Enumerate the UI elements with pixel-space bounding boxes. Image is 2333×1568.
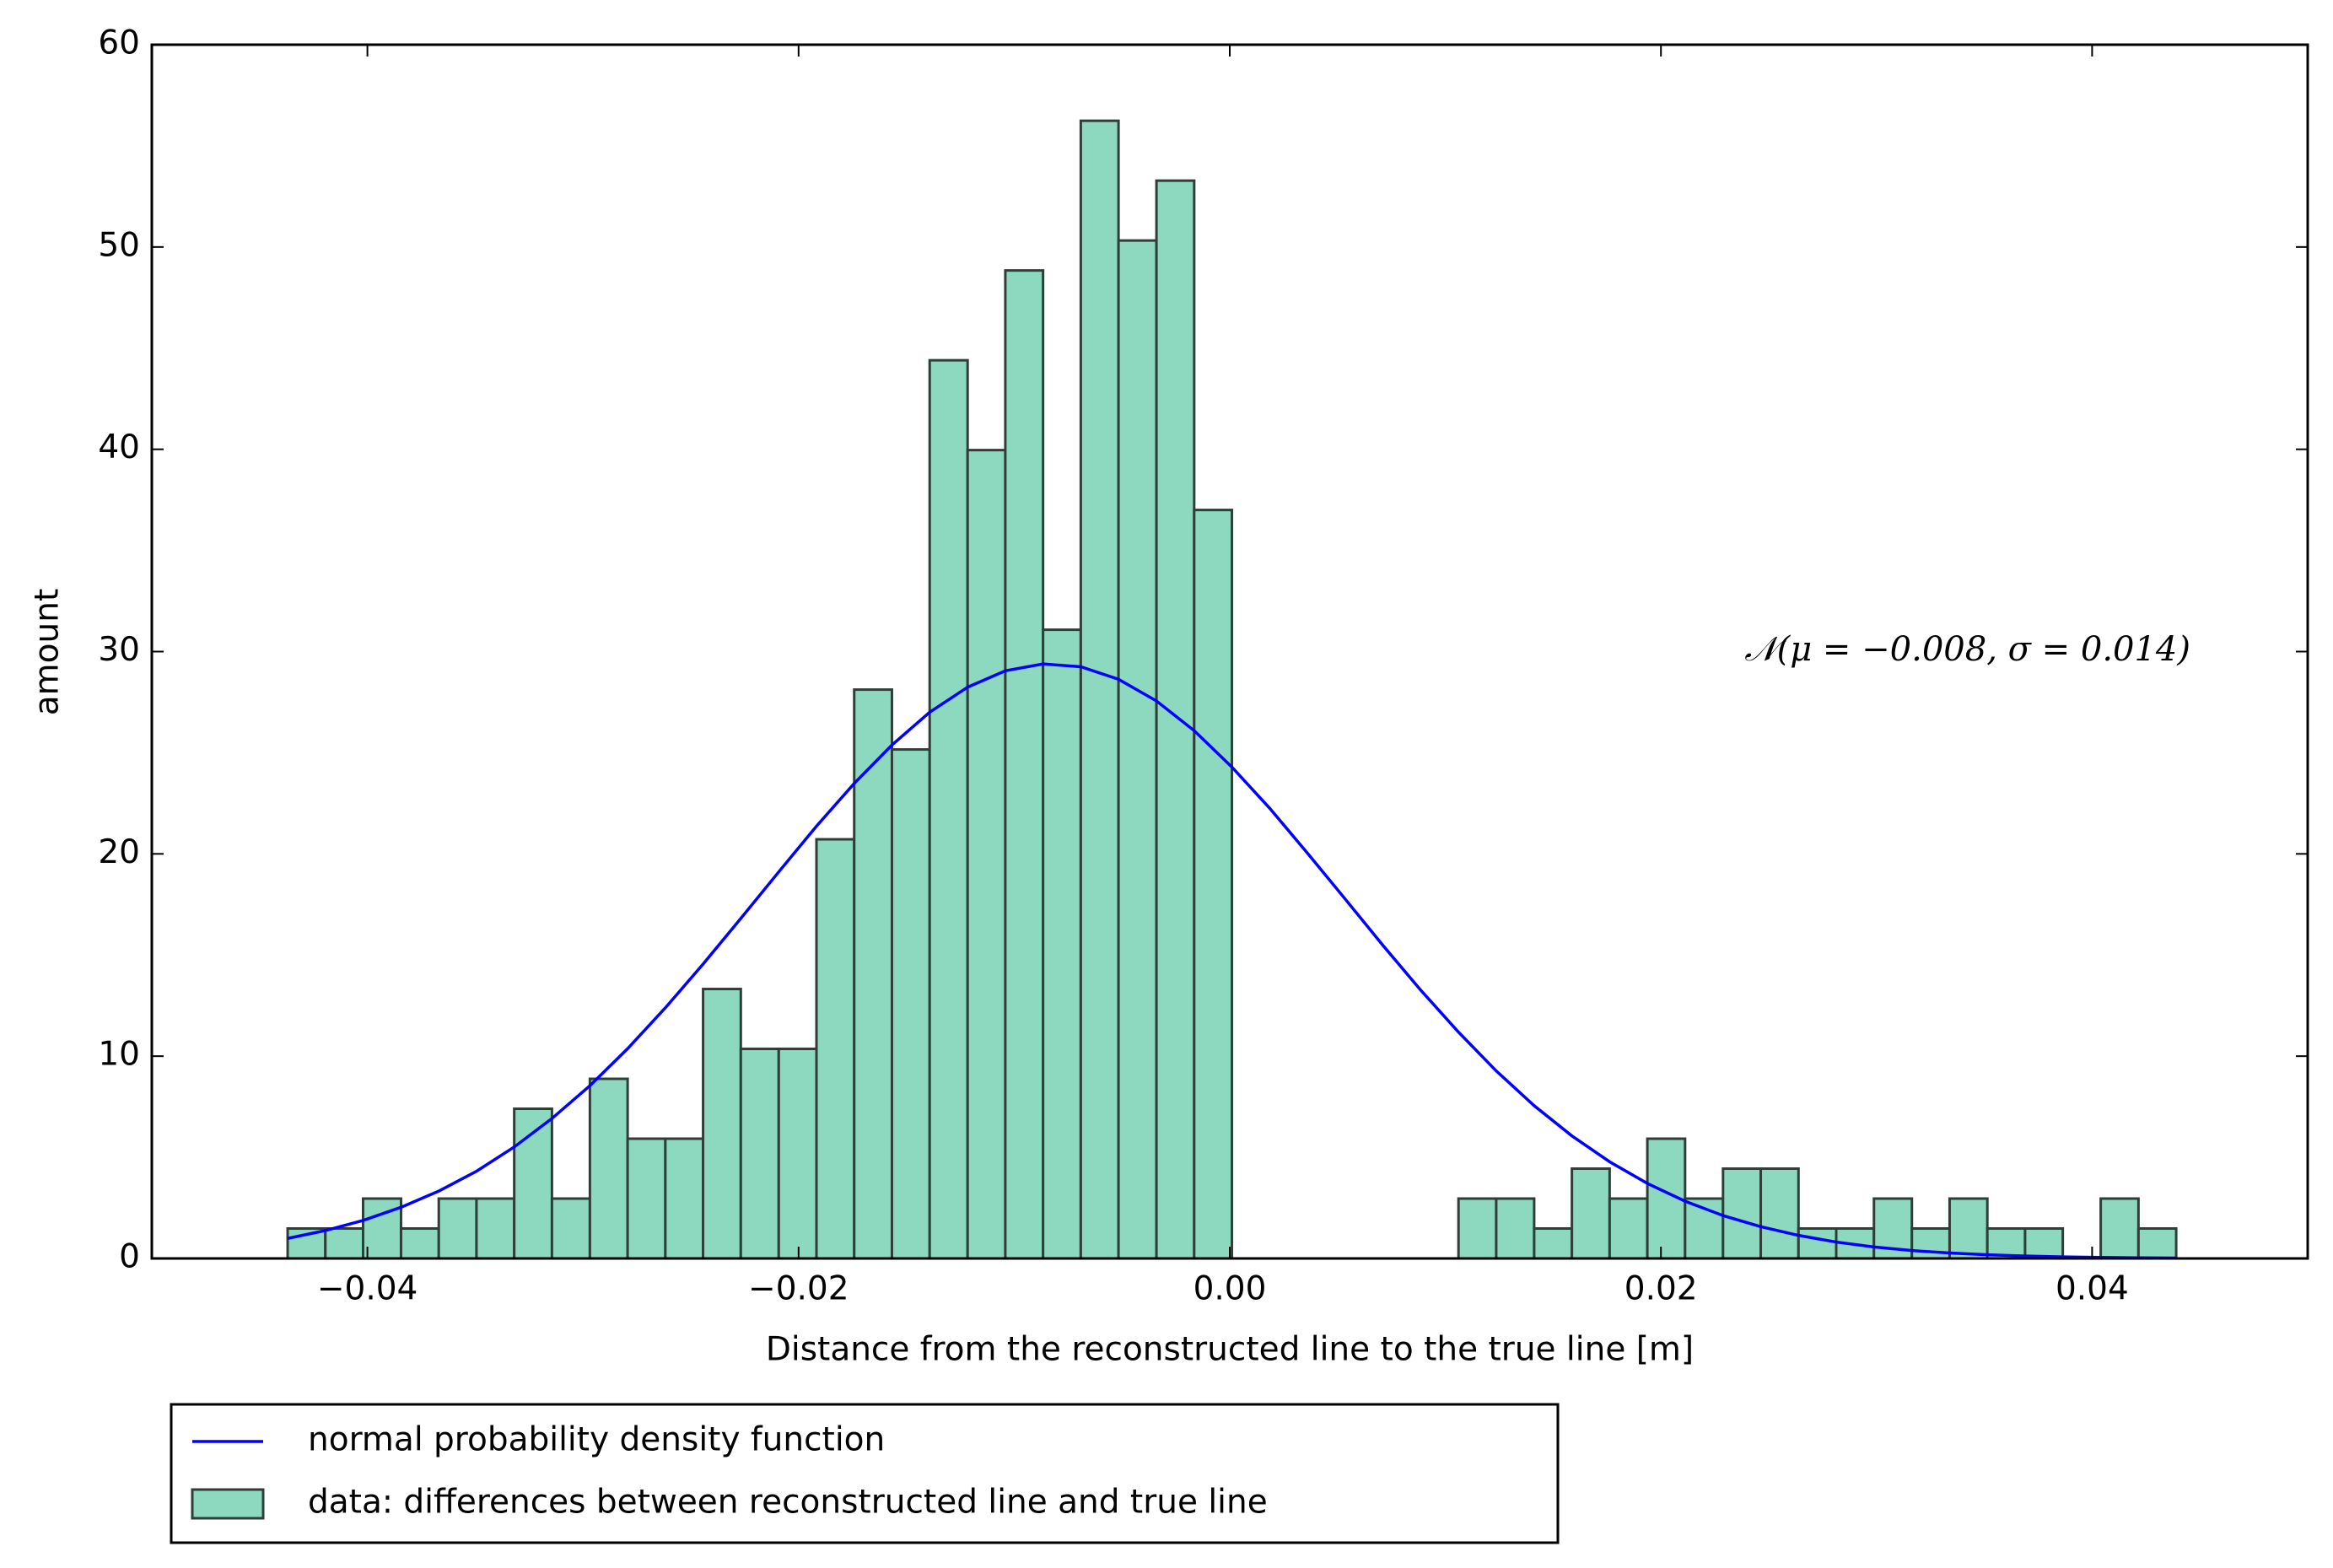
bar bbox=[1646, 1137, 1687, 1260]
bar bbox=[1608, 1197, 1649, 1260]
bar bbox=[1721, 1167, 1763, 1260]
bar bbox=[966, 449, 1007, 1260]
bar bbox=[1155, 179, 1196, 1260]
bar bbox=[1004, 269, 1045, 1260]
bar bbox=[550, 1197, 591, 1260]
legend-frame bbox=[170, 1403, 1560, 1544]
annotation: 𝒩(μ = −0.008, σ = 0.014) bbox=[1744, 630, 2190, 669]
pdf-line bbox=[287, 662, 2177, 1260]
x-tick-label: −0.04 bbox=[317, 1270, 418, 1308]
x-tick-label: 0.00 bbox=[1193, 1270, 1267, 1308]
bar bbox=[1948, 1197, 1989, 1260]
bar bbox=[664, 1137, 705, 1260]
bar bbox=[1193, 509, 1234, 1260]
bar bbox=[2136, 1227, 2178, 1260]
bar bbox=[1571, 1167, 1611, 1260]
bar bbox=[399, 1227, 440, 1260]
bar bbox=[324, 1227, 364, 1260]
bar bbox=[928, 358, 969, 1260]
bar bbox=[739, 1048, 780, 1260]
bar bbox=[2023, 1227, 2065, 1260]
bar bbox=[1042, 628, 1082, 1260]
y-tick-label: 20 bbox=[98, 833, 140, 871]
bar bbox=[702, 988, 742, 1260]
legend-label: data: differences between reconstructed … bbox=[308, 1484, 1268, 1522]
y-axis-label: amount bbox=[29, 589, 67, 715]
bar bbox=[1797, 1227, 1838, 1260]
legend-label: normal probability density function bbox=[308, 1421, 885, 1459]
y-tick-label: 0 bbox=[119, 1238, 140, 1276]
bar bbox=[815, 838, 856, 1260]
bar bbox=[1117, 239, 1158, 1260]
bar bbox=[2099, 1197, 2140, 1260]
y-tick-label: 60 bbox=[98, 24, 140, 62]
bar bbox=[1495, 1197, 1536, 1260]
y-tick-label: 10 bbox=[98, 1036, 140, 1074]
bar bbox=[475, 1197, 516, 1260]
bar bbox=[1079, 119, 1120, 1260]
legend: normal probability density function data:… bbox=[170, 1403, 1560, 1544]
bar bbox=[853, 688, 893, 1260]
bar bbox=[626, 1137, 667, 1260]
bar bbox=[1533, 1227, 1574, 1260]
y-tick-label: 40 bbox=[98, 428, 140, 466]
bar bbox=[361, 1197, 402, 1260]
bar bbox=[588, 1077, 629, 1260]
y-tick-label: 30 bbox=[98, 631, 140, 669]
x-tick-label: −0.02 bbox=[748, 1270, 849, 1308]
bar bbox=[1759, 1167, 1800, 1260]
y-tick-label: 50 bbox=[98, 226, 140, 264]
legend-bar-swatch bbox=[191, 1488, 265, 1520]
bar bbox=[1457, 1197, 1498, 1260]
x-tick-label: 0.04 bbox=[2056, 1270, 2129, 1308]
bar bbox=[437, 1197, 478, 1260]
x-axis-label: Distance from the reconstructed line to … bbox=[766, 1331, 1694, 1369]
bar bbox=[890, 748, 931, 1260]
bar bbox=[777, 1048, 818, 1260]
x-tick-label: 0.02 bbox=[1624, 1270, 1698, 1308]
